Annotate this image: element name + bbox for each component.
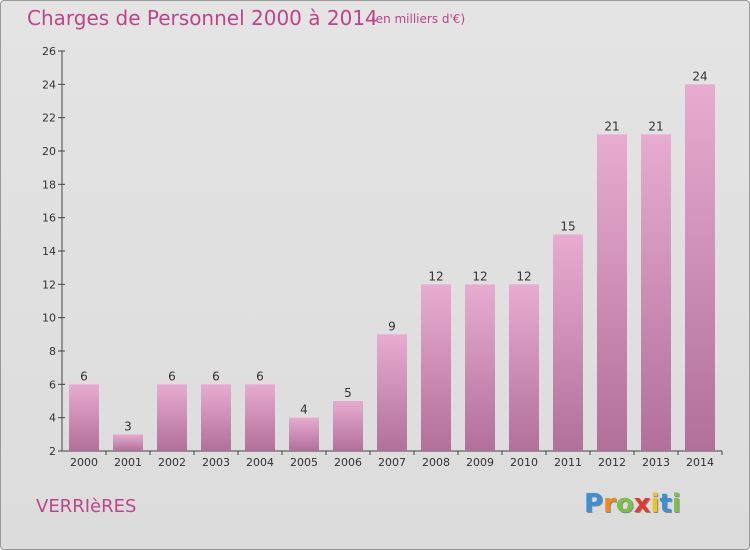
x-tick-label: 2005	[290, 456, 318, 469]
y-tick-label: 14	[42, 245, 56, 258]
x-tick-label: 2008	[422, 456, 450, 469]
x-tick-label: 2009	[466, 456, 494, 469]
x-tick-label: 2006	[334, 456, 362, 469]
bar-value-label: 21	[648, 119, 663, 133]
bar	[333, 401, 363, 451]
bar-value-label: 24	[692, 69, 707, 83]
bar	[553, 234, 583, 451]
bar	[377, 334, 407, 451]
logo-letter: r	[603, 489, 616, 519]
logo-letter: i	[650, 489, 660, 519]
y-tick-label: 4	[49, 412, 56, 425]
bar	[597, 134, 627, 452]
x-tick-label: 2000	[70, 456, 98, 469]
logo-letter: o	[615, 489, 634, 519]
y-tick-label: 16	[42, 212, 56, 225]
bar	[421, 284, 451, 451]
bar-value-label: 3	[124, 419, 132, 433]
bar-value-label: 12	[428, 269, 443, 283]
x-tick-label: 2002	[158, 456, 186, 469]
y-tick-label: 6	[49, 378, 56, 391]
y-tick-label: 10	[42, 312, 56, 325]
y-tick-label: 26	[42, 45, 56, 58]
bar-value-label: 6	[80, 369, 88, 383]
y-tick-label: 20	[42, 145, 56, 158]
x-tick-label: 2013	[642, 456, 670, 469]
bar	[113, 434, 143, 451]
x-tick-label: 2004	[246, 456, 274, 469]
bar	[465, 284, 495, 451]
commune-name: VERRIèRES	[36, 496, 137, 517]
bars	[69, 84, 715, 452]
bar-value-label: 21	[604, 119, 619, 133]
y-tick-label: 22	[42, 112, 56, 125]
y-tick-label: 12	[42, 278, 56, 291]
x-tick-label: 2011	[554, 456, 582, 469]
chart-subtitle: (en milliers d'€)	[371, 12, 466, 26]
bar	[201, 384, 231, 451]
bar-value-label: 6	[212, 369, 220, 383]
bar-value-label: 12	[472, 269, 487, 283]
bar-value-label: 15	[560, 219, 575, 233]
y-tick-label: 2	[49, 445, 56, 458]
x-tick-label: 2012	[598, 456, 626, 469]
bar-value-label: 9	[388, 319, 396, 333]
bar-value-label: 4	[300, 403, 308, 417]
bar-value-label: 6	[256, 369, 264, 383]
x-tick-label: 2007	[378, 456, 406, 469]
bar	[685, 84, 715, 451]
bar	[289, 417, 319, 451]
y-tick-label: 18	[42, 178, 56, 191]
logo-letter: P	[584, 489, 604, 519]
bar	[509, 284, 539, 451]
bar	[69, 384, 99, 451]
bar	[641, 134, 671, 452]
logo-letter: x	[633, 489, 651, 519]
y-tick-label: 8	[49, 345, 56, 358]
logo-letter: t	[659, 489, 672, 519]
bar	[157, 384, 187, 451]
chart-title: Charges de Personnel 2000 à 2014	[27, 6, 378, 30]
x-tick-label: 2003	[202, 456, 230, 469]
x-tick-label: 2001	[114, 456, 142, 469]
bar-value-label: 12	[516, 269, 531, 283]
bar	[245, 384, 275, 451]
x-tick-label: 2010	[510, 456, 538, 469]
y-tick-label: 24	[42, 78, 56, 91]
bar-labels: 6 3 6 6 6 4 5 9 12 12 12 15 21 21 24	[80, 69, 707, 433]
x-tick-label: 2014	[686, 456, 714, 469]
proxiti-logo[interactable]: Proxiti	[584, 489, 681, 519]
bar-value-label: 5	[344, 386, 352, 400]
bar-value-label: 6	[168, 369, 176, 383]
logo-letter: i	[671, 489, 681, 519]
